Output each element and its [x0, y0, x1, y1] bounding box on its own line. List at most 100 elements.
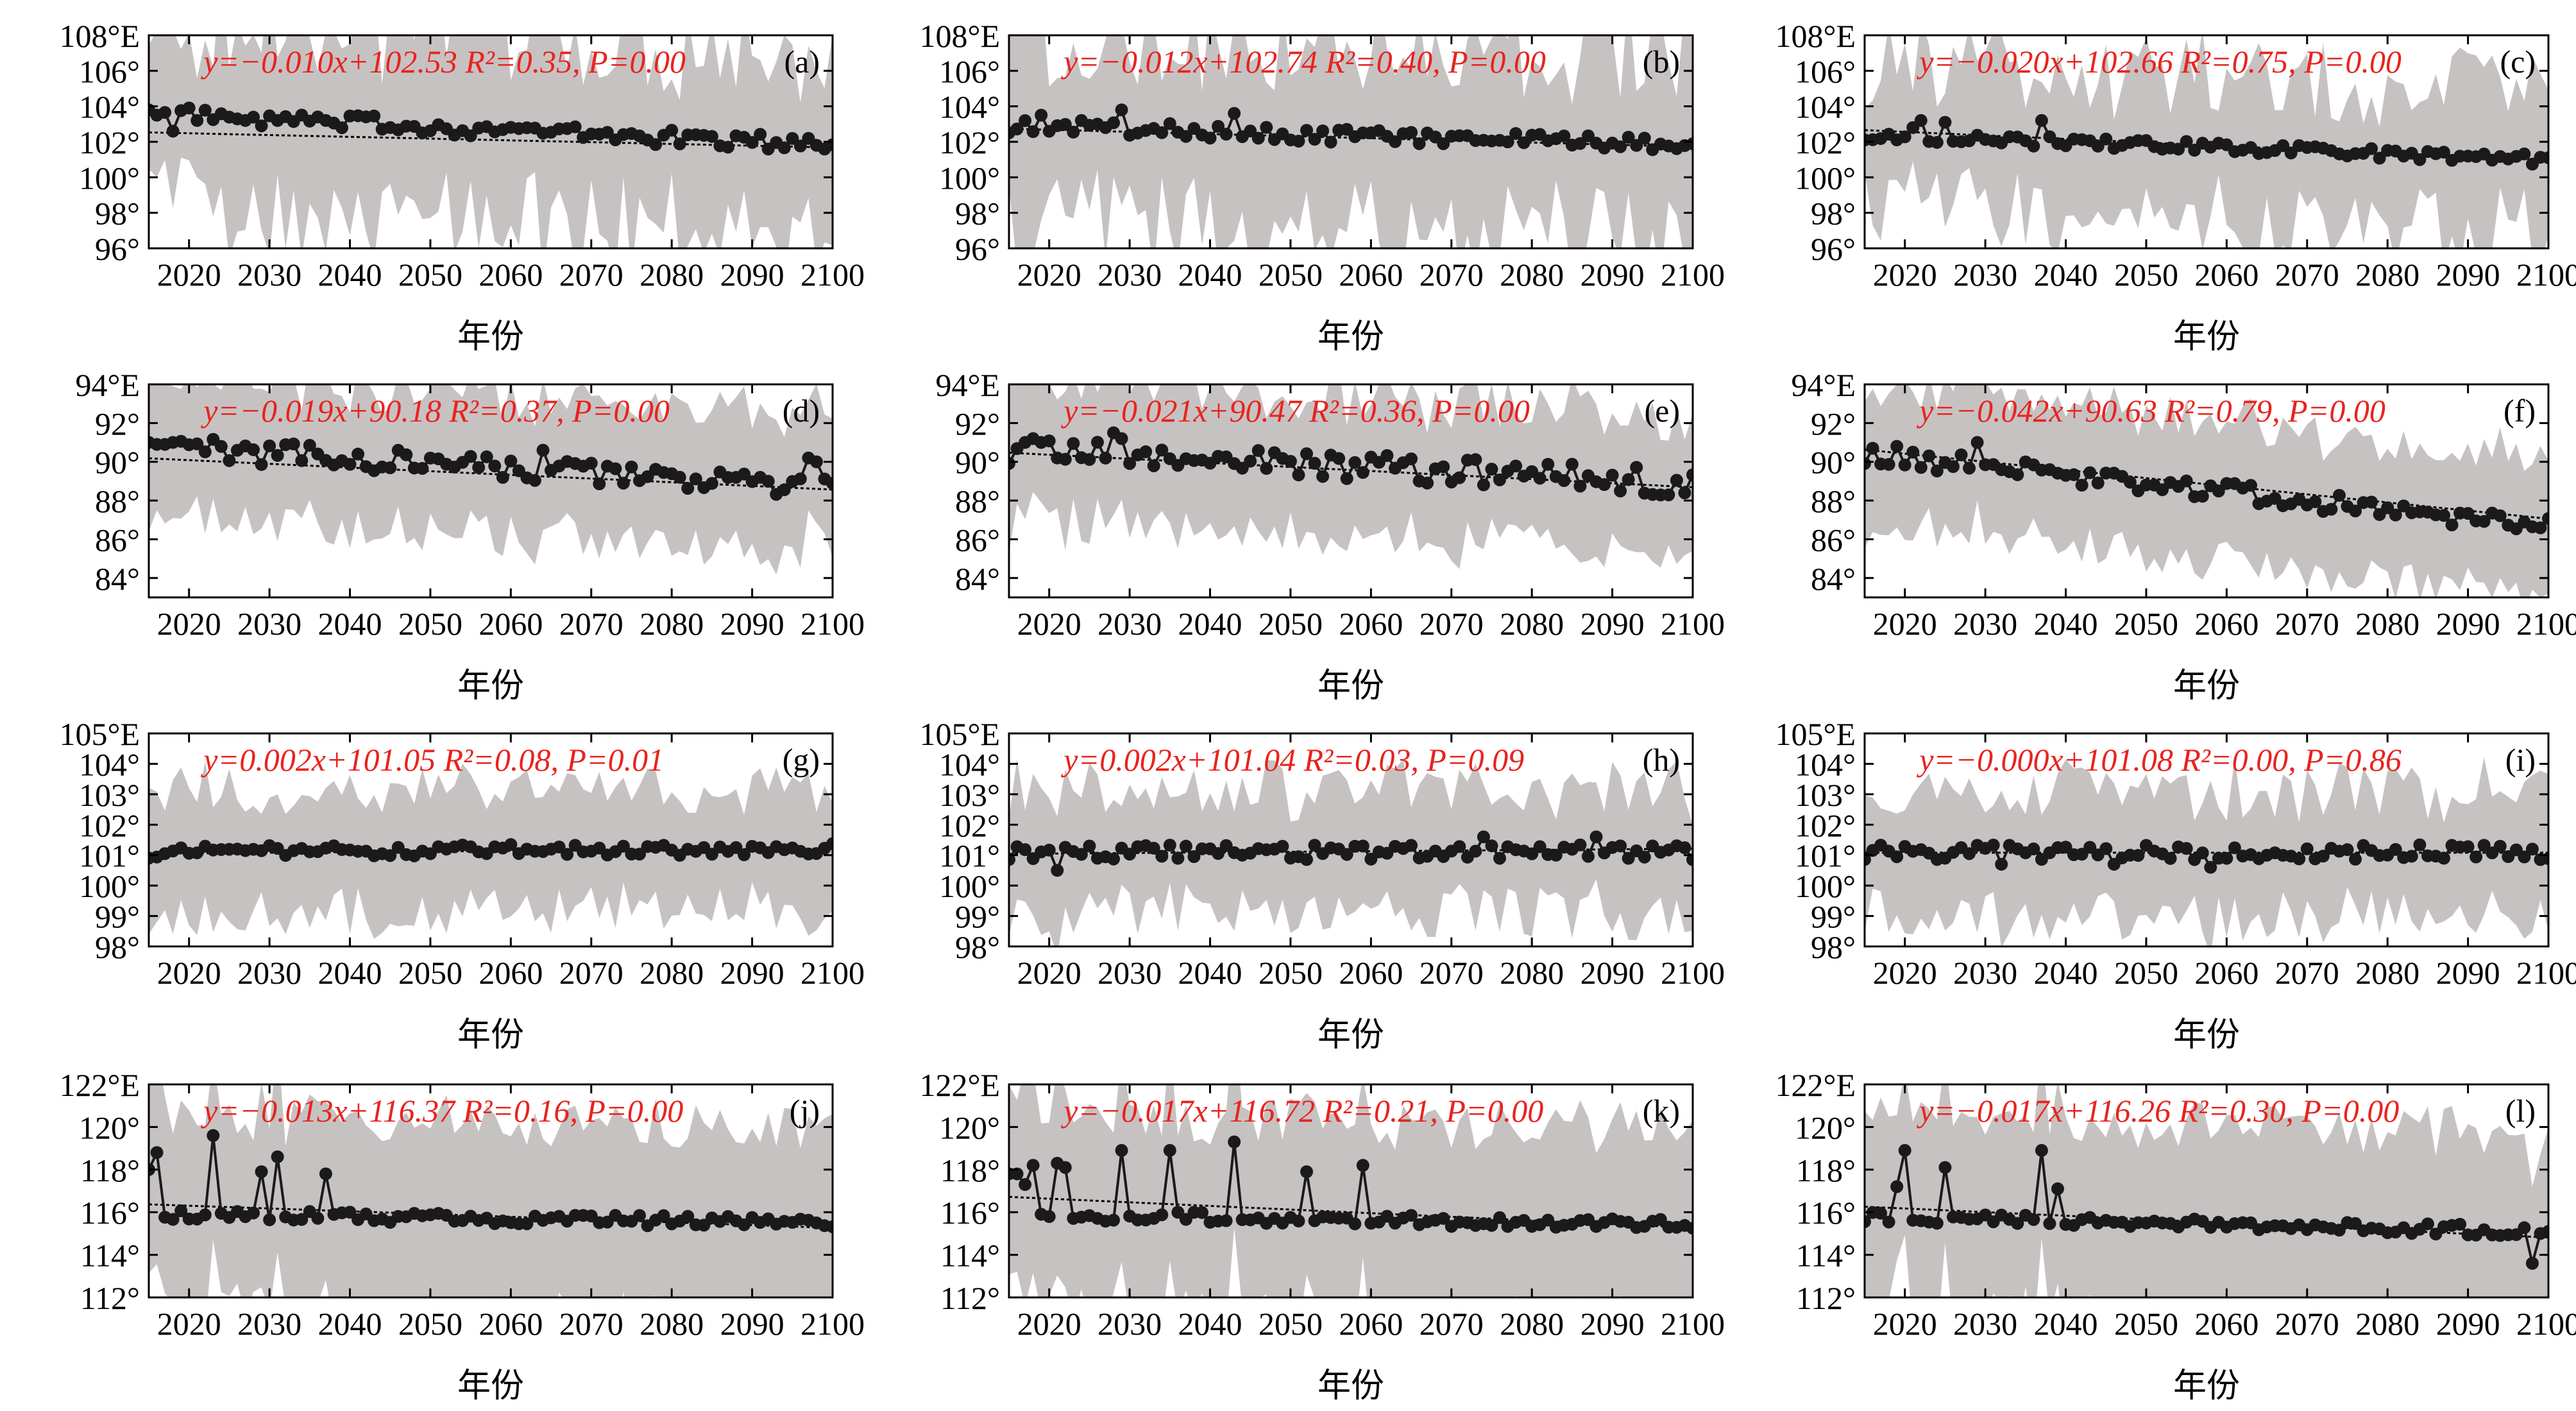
data-point — [1123, 457, 1137, 470]
y-tick-label: 98° — [955, 929, 1000, 965]
data-point — [1356, 1159, 1369, 1172]
data-point — [1865, 1215, 1871, 1228]
data-point — [214, 440, 228, 453]
data-point — [633, 848, 647, 861]
data-point — [1147, 459, 1160, 472]
data-point — [1930, 135, 1944, 149]
y-tick-label: 104° — [1795, 746, 1856, 782]
x-axis-title: 年份 — [1317, 318, 1384, 356]
data-point — [1938, 115, 1952, 129]
data-point — [1405, 126, 1418, 139]
data-point — [2437, 146, 2450, 159]
data-point — [247, 443, 260, 456]
y-tick-label: 92° — [1811, 406, 1856, 441]
data-point — [1405, 839, 1418, 852]
x-tick-label: 2090 — [2436, 955, 2500, 991]
data-point — [2180, 135, 2193, 148]
data-point — [1437, 460, 1450, 474]
data-point — [1348, 456, 1362, 469]
data-point — [1058, 1161, 1072, 1174]
data-point — [1954, 448, 1968, 461]
data-point — [2477, 515, 2491, 528]
data-point — [2099, 842, 2113, 855]
data-point — [1179, 839, 1192, 853]
x-tick-label: 2100 — [2516, 257, 2576, 293]
data-point — [1638, 132, 1651, 145]
y-tick-label: 106° — [1795, 53, 1856, 89]
data-point — [584, 456, 598, 470]
y-tick-label: 99° — [95, 899, 140, 935]
data-point — [1405, 452, 1418, 466]
chart-panel-g: 98°99°100°101°102°103°104°105°E 2020 2030 2… — [59, 716, 865, 991]
data-point — [247, 1206, 260, 1220]
y-tick-label: 90° — [955, 445, 1000, 481]
data-point — [1890, 850, 1904, 864]
data-point — [681, 1210, 695, 1223]
x-tick-label: 2090 — [1580, 257, 1645, 293]
y-tick-label: 84° — [95, 561, 140, 597]
y-tick-label: 102° — [939, 807, 1000, 843]
data-point — [689, 472, 702, 486]
data-point — [2220, 851, 2233, 865]
data-point — [2542, 512, 2548, 526]
data-point — [1115, 432, 1128, 445]
data-point — [1437, 1211, 1450, 1225]
data-point — [2525, 1256, 2539, 1270]
x-tick-label: 2030 — [1953, 1306, 2017, 1342]
data-point — [191, 114, 204, 127]
data-point — [1898, 1143, 1911, 1157]
x-tick-label: 2070 — [1419, 1306, 1484, 1342]
x-tick-label: 2090 — [1580, 1306, 1645, 1342]
chart-panel-a: 96°98°100°102°104°106°108°E 2020 2030 2040 2… — [59, 18, 865, 293]
x-tick-label: 2030 — [1097, 257, 1162, 293]
y-tick-label: 100° — [1795, 160, 1856, 196]
data-point — [1147, 841, 1160, 855]
data-point — [1139, 445, 1153, 459]
x-tick-label: 2040 — [1178, 955, 1242, 991]
x-axis-title: 年份 — [2173, 1016, 2240, 1054]
data-point — [2365, 495, 2378, 509]
y-tick-label: 94°E — [1791, 367, 1856, 403]
y-tick-label: 99° — [955, 899, 1000, 935]
y-tick-label: 104° — [79, 89, 140, 125]
data-point — [352, 447, 365, 461]
x-tick-label: 2100 — [1661, 1306, 1725, 1342]
x-tick-label: 2050 — [398, 257, 462, 293]
data-point — [271, 1150, 284, 1163]
data-point — [158, 106, 172, 119]
y-tick-label: 116° — [940, 1195, 1000, 1231]
regression-equation: y=−0.042x+90.63 R²=0.79, P=0.00 — [1916, 393, 2385, 429]
data-point — [1493, 1211, 1507, 1224]
data-point — [1589, 830, 1603, 844]
x-tick-label: 2050 — [398, 1306, 462, 1342]
data-point — [609, 462, 622, 475]
data-point — [1212, 847, 1225, 860]
data-point — [2180, 474, 2193, 488]
data-point — [368, 109, 381, 123]
data-point — [400, 448, 413, 461]
x-tick-label: 2090 — [720, 606, 784, 642]
data-point — [303, 439, 316, 452]
data-point — [1051, 864, 1064, 877]
y-tick-label: 118° — [1796, 1152, 1856, 1188]
x-tick-label: 2030 — [1953, 257, 2017, 293]
x-tick-label: 2040 — [1178, 606, 1242, 642]
data-point — [1042, 1210, 1056, 1223]
data-point — [2075, 479, 2089, 492]
x-tick-label: 2070 — [2275, 606, 2339, 642]
x-tick-label: 2080 — [640, 606, 704, 642]
data-point — [1565, 458, 1579, 471]
data-point — [1493, 851, 1507, 865]
y-tick-label: 103° — [79, 777, 140, 813]
data-point — [295, 1213, 309, 1226]
data-point — [1573, 137, 1587, 150]
x-tick-label: 2070 — [559, 257, 623, 293]
data-point — [1630, 461, 1643, 474]
data-point — [198, 445, 212, 459]
data-point — [1332, 452, 1346, 465]
data-point — [2292, 852, 2306, 866]
data-point — [536, 443, 550, 457]
data-point — [673, 470, 686, 484]
data-point — [625, 460, 638, 474]
x-tick-label: 2040 — [2034, 257, 2098, 293]
